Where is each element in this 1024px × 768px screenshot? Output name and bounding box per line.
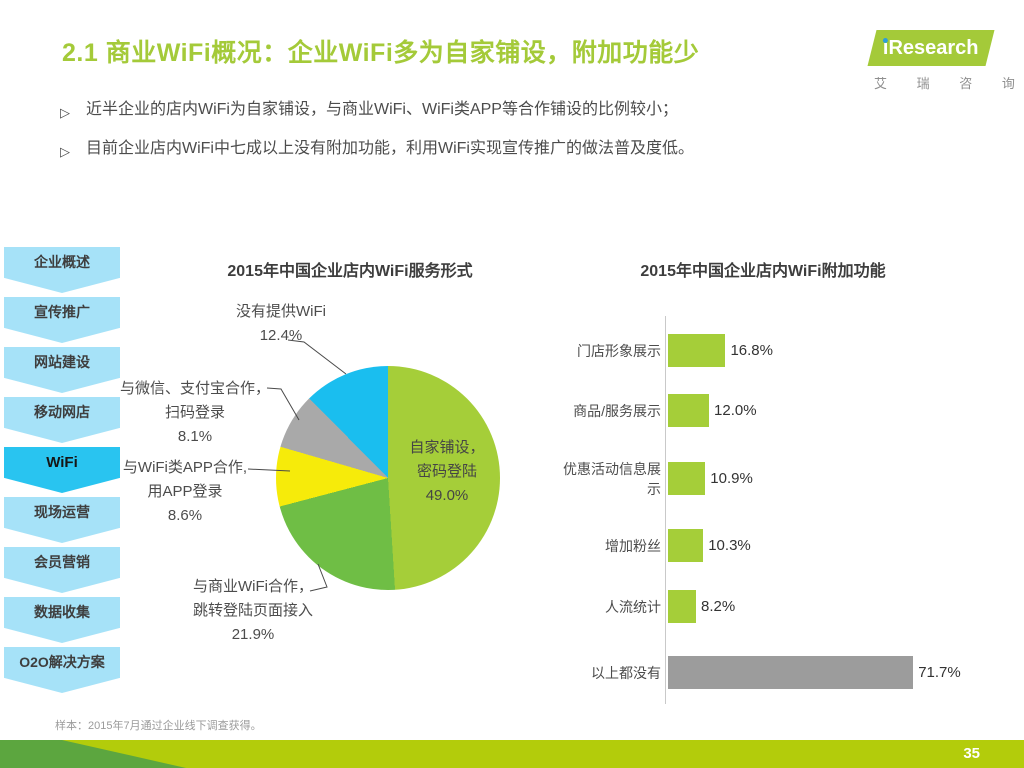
bar-fill xyxy=(668,529,704,562)
pie-label-self-built: 自家铺设， 密码登陆 49.0% xyxy=(377,436,517,508)
bar-row: 门店形象展示 16.8% xyxy=(550,334,1020,367)
bottom-bar-wedge xyxy=(0,740,186,768)
sidebar-item-qiye-gaishu[interactable]: 企业概述 xyxy=(4,247,120,293)
key-findings: ▷ 近半企业的店内WiFi为自家铺设，与商业WiFi、WiFi类APP等合作铺设… xyxy=(60,99,940,177)
sidebar-item-xuanchuan-tuiguang[interactable]: 宣传推广 xyxy=(4,297,120,343)
bullet-arrow-icon: ▷ xyxy=(60,105,70,120)
pie-label-value: 8.1% xyxy=(177,428,213,445)
section-nav: 企业概述 宣传推广 网站建设 移动网店 WiFi 现场运营 会员营销 数据收集 … xyxy=(4,247,120,697)
pie-label-no-wifi: 没有提供WiFi 12.4% xyxy=(191,300,371,348)
bar-category-label: 优惠活动信息展示 xyxy=(563,460,661,497)
pie-label-value: 21.9% xyxy=(231,626,275,643)
sidebar-item-yidong-wangdian[interactable]: 移动网店 xyxy=(4,397,120,443)
bottom-bar xyxy=(0,740,1024,768)
bar-row: 以上都没有 71.7% xyxy=(550,656,1020,689)
pie-label-value: 8.6% xyxy=(167,507,203,524)
sidebar-item-o2o[interactable]: O2O解决方案 xyxy=(4,647,120,693)
bar-row: 优惠活动信息展示 10.9% xyxy=(550,461,1020,497)
pie-label-wechat-alipay: 与微信、支付宝合作， 扫码登录 8.1% xyxy=(105,377,285,449)
bar-row: 人流统计 8.2% xyxy=(550,590,1020,623)
bar-fill xyxy=(668,656,914,689)
pie-label-line: 没有提供WiFi xyxy=(236,303,326,320)
bar-value-label: 71.7% xyxy=(918,664,961,681)
logo-i-dot-icon xyxy=(883,37,889,43)
page-number: 35 xyxy=(963,745,980,762)
bar-fill xyxy=(668,334,726,367)
logo-subtext: 艾 瑞 咨 询 xyxy=(874,76,1024,91)
bar-chart-axis xyxy=(665,316,666,704)
pie-label-line: 密码登陆 xyxy=(416,463,477,480)
bar-category-label: 以上都没有 xyxy=(591,664,661,681)
bar-value-label: 10.3% xyxy=(708,537,751,554)
bar-category-label: 增加粉丝 xyxy=(605,537,661,554)
pie-label-line: 用APP登录 xyxy=(147,483,223,500)
bar-category-label: 商品/服务展示 xyxy=(573,402,661,419)
bar-row: 商品/服务展示 12.0% xyxy=(550,394,1020,427)
pie-label-value: 12.4% xyxy=(259,327,303,344)
pie-label-value: 49.0% xyxy=(425,487,469,504)
bar-row: 增加粉丝 10.3% xyxy=(550,529,1020,562)
sample-note: 样本：2015年7月通过企业线下调查获得。 xyxy=(55,720,262,732)
pie-label-line: 跳转登陆页面接入 xyxy=(192,602,313,619)
bar-value-label: 16.8% xyxy=(730,342,773,359)
bar-category-label: 人流统计 xyxy=(605,598,661,615)
sidebar-item-huiyuan-yingxiao[interactable]: 会员营销 xyxy=(4,547,120,593)
pie-label-line: 与WiFi类APP合作, xyxy=(122,459,248,476)
iresearch-logo: iResearch 艾 瑞 咨 询 xyxy=(858,30,1018,92)
bullet-item: ▷ 近半企业的店内WiFi为自家铺设，与商业WiFi、WiFi类APP等合作铺设… xyxy=(60,99,940,124)
pie-label-line: 自家铺设， xyxy=(409,439,485,456)
page-title: 2.1 商业WiFi概况：企业WiFi多为自家铺设，附加功能少 xyxy=(62,39,700,67)
bar-value-label: 8.2% xyxy=(701,598,736,615)
logo-wordmark: iResearch xyxy=(883,37,979,60)
pie-label-line: 扫码登录 xyxy=(164,404,225,421)
bar-fill xyxy=(668,590,697,623)
bar-chart-title: 2015年中国企业店内WiFi附加功能 xyxy=(640,263,886,280)
sidebar-item-wangzhan-jianshe[interactable]: 网站建设 xyxy=(4,347,120,393)
logo-brand-rest: Research xyxy=(888,36,979,59)
pie-label-line: 与商业WiFi合作， xyxy=(193,578,313,595)
pie-label-commercial-wifi: 与商业WiFi合作， 跳转登陆页面接入 21.9% xyxy=(153,575,353,647)
sidebar-item-shuju-shouji[interactable]: 数据收集 xyxy=(4,597,120,643)
bar-value-label: 12.0% xyxy=(714,402,757,419)
logo-parallelogram: iResearch xyxy=(867,30,995,66)
bullet-text: 目前企业店内WiFi中七成以上没有附加功能，利用WiFi实现宣传推广的做法普及度… xyxy=(86,140,694,157)
bar-value-label: 10.9% xyxy=(710,470,753,487)
bullet-item: ▷ 目前企业店内WiFi中七成以上没有附加功能，利用WiFi实现宣传推广的做法普… xyxy=(60,138,940,163)
pie-chart-title: 2015年中国企业店内WiFi服务形式 xyxy=(227,263,473,280)
bullet-text: 近半企业的店内WiFi为自家铺设，与商业WiFi、WiFi类APP等合作铺设的比… xyxy=(86,101,678,118)
pie xyxy=(276,366,500,590)
bullet-arrow-icon: ▷ xyxy=(60,144,70,159)
pie-label-wifi-app: 与WiFi类APP合作, 用APP登录 8.6% xyxy=(95,456,275,528)
bar-fill xyxy=(668,462,706,495)
pie-label-line: 与微信、支付宝合作， xyxy=(119,380,270,397)
bar-category-label: 门店形象展示 xyxy=(577,342,661,359)
bar-fill xyxy=(668,394,710,427)
